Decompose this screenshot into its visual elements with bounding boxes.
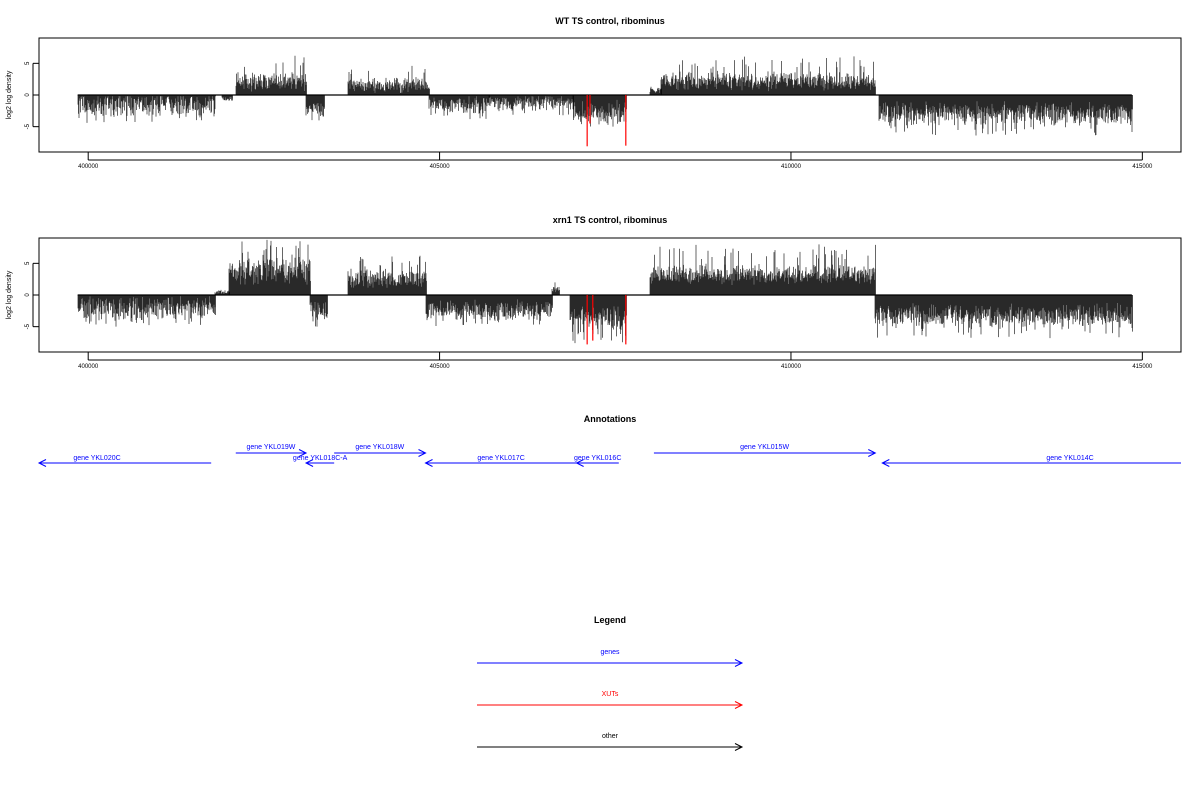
wt-y-axis-label: log2 log density [6,70,13,119]
gene-feature: gene YKL015W [653,444,877,457]
xrn1-x-tick-label: 415000 [1132,364,1153,370]
legend-item: XUTs [477,691,744,709]
xrn1-x-axis: 400000 405000 410000 415000 [78,352,1153,370]
legend-item: other [477,733,744,751]
gene-arrow-head [418,449,427,457]
xrn1-x-tick-label: 410000 [781,364,802,370]
annotations-title: Annotations [584,414,637,424]
gene-feature: gene YKL016C [574,455,621,467]
xrn1-y-axis-label: log2 log density [6,270,13,319]
wt-x-tick-label: 400000 [78,164,99,170]
xrn1-density-bars [77,239,1133,345]
gene-arrow-head [298,449,308,457]
gene-label: gene YKL019W [246,444,295,451]
gene-feature: gene YKL018W [334,444,427,457]
gene-feature: gene YKL014C [881,455,1181,467]
xrn1-panel-title: xrn1 TS control, ribominus [553,215,668,225]
xrn1-x-tick-label: 405000 [430,364,451,370]
gene-feature: gene YKL018C-A [293,455,348,467]
legend-title: Legend [594,615,626,625]
gene-feature: gene YKL017C [424,455,577,467]
gene-feature: gene YKL019W [235,444,308,457]
gene-label: gene YKL018W [355,444,404,451]
gene-feature: gene YKL020C [37,455,212,467]
gene-arrow-head [37,459,47,467]
gene-label: gene YKL017C [477,455,524,462]
xrn1-y-axis: 5 0 -5 [25,261,39,329]
gene-label: gene YKL014C [1046,455,1093,462]
wt-y-tick-label: 5 [25,61,31,65]
gene-label: gene YKL016C [574,455,621,462]
legend-arrow-head [734,743,744,751]
wt-density-bars [77,55,1133,147]
wt-y-tick-label: -5 [25,123,31,129]
xrn1-y-tick-label: -5 [25,323,31,329]
legend-label: XUTs [602,691,619,698]
wt-density-panel: WT TS control, ribominus log2 log densit… [6,16,1182,170]
gene-label: gene YKL015W [740,444,789,451]
gene-arrow-head [881,459,890,467]
xrn1-density-panel: xrn1 TS control, ribominus log2 log dens… [6,215,1182,370]
gene-label: gene YKL018C-A [293,455,348,462]
legend-label: other [602,733,619,740]
legend-arrow-head [734,701,744,709]
legend-arrow-head [734,659,744,667]
gene-arrow-head [575,459,584,467]
wt-y-tick-label: 0 [25,93,31,97]
legend-label: genes [600,649,620,656]
legend: Legend genes XUTs other [477,615,744,751]
xrn1-y-tick-label: 5 [25,261,31,265]
gene-arrow-head [424,459,433,467]
wt-x-tick-label: 410000 [781,164,802,170]
wt-y-axis: 5 0 -5 [25,61,39,129]
wt-x-tick-label: 415000 [1132,164,1153,170]
wt-panel-title: WT TS control, ribominus [555,16,665,26]
xrn1-x-tick-label: 400000 [78,364,99,370]
gene-features: gene YKL020C gene YKL019W gene YKL018C-A ge… [37,444,1181,467]
legend-item: genes [477,649,744,667]
gene-label: gene YKL020C [73,455,120,462]
legend-items: genes XUTs other [477,649,744,751]
xrn1-y-tick-label: 0 [25,293,31,297]
wt-x-tick-label: 405000 [430,164,451,170]
wt-x-axis: 400000 405000 410000 415000 [78,152,1153,170]
gene-arrow-head [868,449,877,457]
gene-arrow-head [304,459,314,467]
